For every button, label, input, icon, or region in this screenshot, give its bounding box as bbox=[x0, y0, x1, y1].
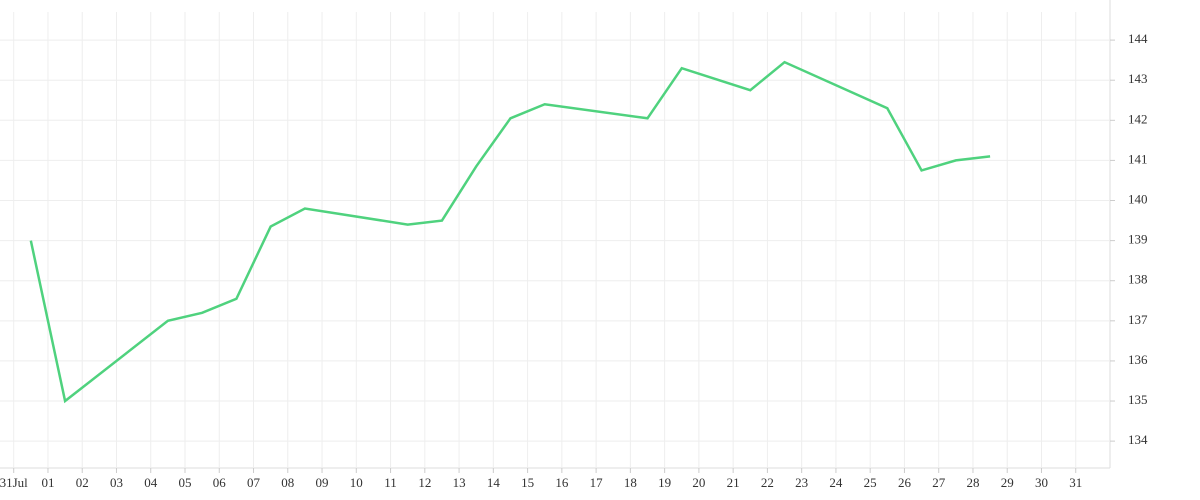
y-tick-label: 139 bbox=[1128, 232, 1148, 247]
x-tick-label: 14 bbox=[487, 475, 501, 490]
x-tick-label: 15 bbox=[521, 475, 534, 490]
x-tick-label: 19 bbox=[658, 475, 671, 490]
y-tick-label: 141 bbox=[1128, 151, 1148, 166]
x-tick-label: 20 bbox=[692, 475, 705, 490]
x-tick-label: 26 bbox=[898, 475, 912, 490]
y-tick-label: 134 bbox=[1128, 432, 1148, 447]
x-tick-label: 10 bbox=[350, 475, 363, 490]
x-tick-label: 22 bbox=[761, 475, 774, 490]
x-tick-label: 13 bbox=[453, 475, 466, 490]
x-tick-label: 11 bbox=[384, 475, 397, 490]
x-tick-label: 02 bbox=[76, 475, 89, 490]
x-tick-label: 01 bbox=[41, 475, 54, 490]
y-tick-label: 137 bbox=[1128, 312, 1148, 327]
x-tick-label: 05 bbox=[179, 475, 192, 490]
x-tick-label: 31 bbox=[1069, 475, 1082, 490]
x-tick-label: 04 bbox=[144, 475, 158, 490]
y-tick-label: 142 bbox=[1128, 111, 1148, 126]
x-tick-label: 23 bbox=[795, 475, 808, 490]
x-tick-label: 28 bbox=[966, 475, 979, 490]
x-tick-label: 06 bbox=[213, 475, 227, 490]
x-tick-label: 09 bbox=[316, 475, 329, 490]
x-tick-label: 07 bbox=[247, 475, 261, 490]
x-tick-label: 31Jul bbox=[0, 475, 28, 490]
x-tick-label: 25 bbox=[864, 475, 877, 490]
x-tick-label: 08 bbox=[281, 475, 294, 490]
x-tick-label: 12 bbox=[418, 475, 431, 490]
x-tick-label: 30 bbox=[1035, 475, 1048, 490]
y-tick-label: 138 bbox=[1128, 272, 1148, 287]
x-tick-label: 03 bbox=[110, 475, 123, 490]
y-tick-label: 135 bbox=[1128, 392, 1148, 407]
x-tick-label: 18 bbox=[624, 475, 637, 490]
y-tick-label: 136 bbox=[1128, 352, 1148, 367]
x-tick-label: 29 bbox=[1001, 475, 1014, 490]
y-tick-label: 140 bbox=[1128, 191, 1148, 206]
y-tick-label: 143 bbox=[1128, 71, 1148, 86]
x-tick-label: 24 bbox=[829, 475, 843, 490]
x-tick-label: 17 bbox=[590, 475, 604, 490]
x-tick-label: 21 bbox=[727, 475, 740, 490]
y-tick-label: 144 bbox=[1128, 31, 1148, 46]
x-tick-label: 27 bbox=[932, 475, 946, 490]
line-series bbox=[29, 60, 991, 404]
x-tick-label: 16 bbox=[555, 475, 569, 490]
